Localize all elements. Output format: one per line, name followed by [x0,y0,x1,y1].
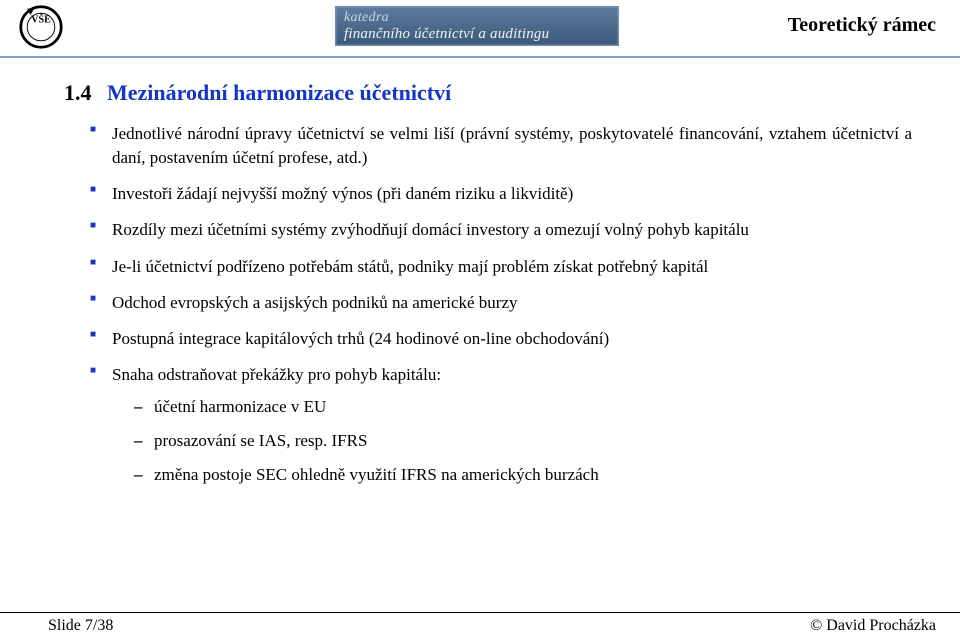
section-title: Teoretický rámec [788,14,936,37]
list-item-text: Investoři žádají nejvyšší možný výnos (p… [112,184,573,203]
page-footer: Slide 7/38 © David Procházka [0,612,960,642]
dept-logo-line1: katedra [336,7,618,26]
bullet-list: Jednotlivé národní úpravy účetnictví se … [90,122,912,487]
author-credit: © David Procházka [810,617,936,635]
list-item: Snaha odstraňovat překážky pro pohyb kap… [90,363,912,488]
sub-list-item: účetní harmonizace v EU [134,395,912,419]
list-item-text: Snaha odstraňovat překážky pro pohyb kap… [112,365,441,384]
list-item-text: Odchod evropských a asijských podniků na… [112,293,518,312]
sub-list-item-text: účetní harmonizace v EU [154,397,326,416]
sub-list: účetní harmonizace v EU prosazování se I… [134,395,912,487]
heading-number: 1.4 [64,80,92,105]
list-item: Jednotlivé národní úpravy účetnictví se … [90,122,912,170]
heading: 1.4 Mezinárodní harmonizace účetnictví [64,80,912,106]
list-item-text: Rozdíly mezi účetními systémy zvýhodňují… [112,220,749,239]
svg-text:VŠE: VŠE [31,12,51,25]
sub-list-item-text: změna postoje SEC ohledně využití IFRS n… [154,465,599,484]
page: VŠE katedra finančního účetnictví a audi… [0,0,960,642]
university-logo: VŠE [18,4,64,50]
content-area: 1.4 Mezinárodní harmonizace účetnictví J… [0,58,960,487]
dept-logo-line2: finančního účetnictví a auditingu [336,26,618,47]
list-item: Investoři žádají nejvyšší možný výnos (p… [90,182,912,206]
list-item: Je-li účetnictví podřízeno potřebám stát… [90,255,912,279]
sub-list-item: změna postoje SEC ohledně využití IFRS n… [134,463,912,487]
heading-title: Mezinárodní harmonizace účetnictví [107,80,451,105]
sub-list-item: prosazování se IAS, resp. IFRS [134,429,912,453]
list-item-text: Jednotlivé národní úpravy účetnictví se … [112,124,912,167]
list-item: Odchod evropských a asijských podniků na… [90,291,912,315]
department-logo: katedra finančního účetnictví a auditing… [335,6,619,46]
slide-number: Slide 7/38 [48,617,113,635]
sub-list-item-text: prosazování se IAS, resp. IFRS [154,431,367,450]
list-item-text: Je-li účetnictví podřízeno potřebám stát… [112,257,708,276]
list-item: Rozdíly mezi účetními systémy zvýhodňují… [90,218,912,242]
list-item-text: Postupná integrace kapitálových trhů (24… [112,329,609,348]
list-item: Postupná integrace kapitálových trhů (24… [90,327,912,351]
vse-seal-icon: VŠE [18,4,64,50]
page-header: VŠE katedra finančního účetnictví a audi… [0,0,960,58]
